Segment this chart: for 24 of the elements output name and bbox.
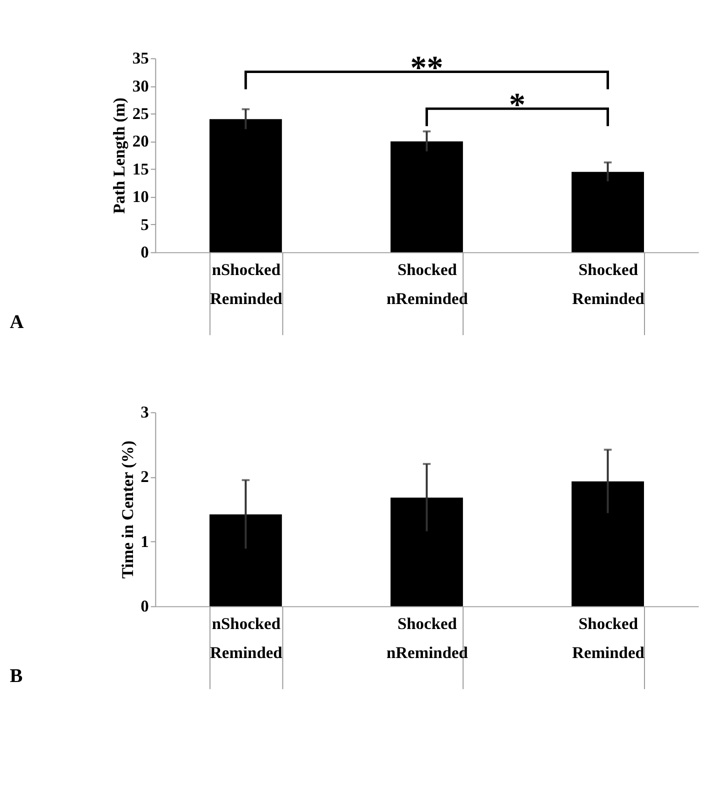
y-tick-label: 0 [140, 596, 149, 616]
text: A [10, 312, 24, 333]
y-tick-label: 20 [132, 132, 149, 151]
y-tick-label: 10 [132, 187, 149, 206]
y-tick-label: 5 [140, 214, 149, 234]
annotation: ** [410, 50, 444, 87]
y-tick-label: 0 [140, 242, 149, 262]
y-tick-label: 30 [132, 76, 149, 96]
y-tick-label: 15 [132, 159, 149, 178]
x-tick-label: Shocked nReminded [386, 614, 468, 662]
text: B [10, 666, 23, 687]
x-tick-label: Shocked Reminded [572, 260, 644, 308]
x-tick-label: Shocked Reminded [572, 614, 644, 662]
x-tick-label: nShocked Reminded [210, 260, 282, 308]
x-tick-label: nShocked Reminded [210, 614, 282, 662]
y-tick-label: 2 [140, 467, 149, 486]
annotation: * [509, 87, 526, 124]
x-tick-label: Shocked nReminded [386, 260, 468, 308]
y-tick-label: 1 [140, 532, 149, 551]
y-tick-label: 3 [140, 402, 149, 422]
y-axis-title: Time in Center (%) [118, 440, 137, 579]
y-tick-label: 35 [132, 48, 149, 68]
y-tick-label: 25 [132, 104, 149, 123]
y-axis-title: Path Length (m) [110, 98, 129, 214]
